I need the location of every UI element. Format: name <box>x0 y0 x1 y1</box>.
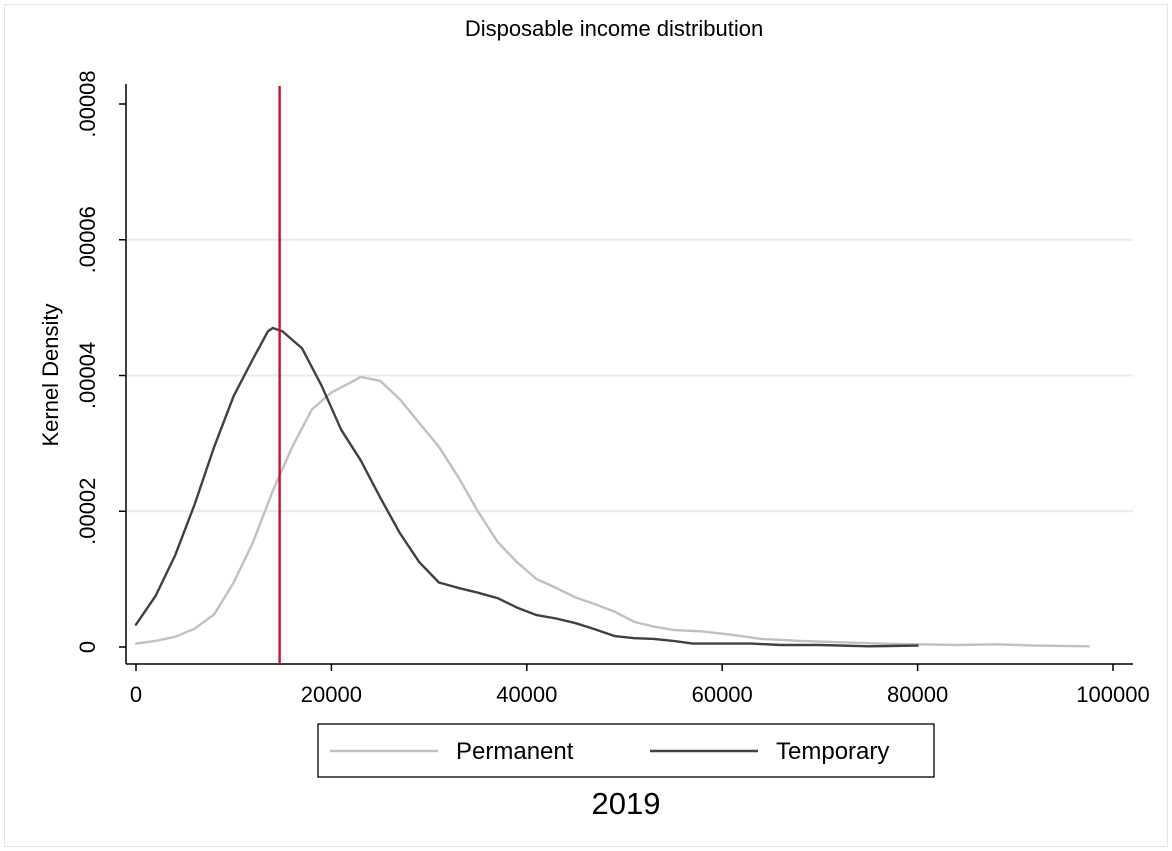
chart-title: Disposable income distribution <box>465 16 763 41</box>
x-tick-label-3: 60000 <box>692 682 753 707</box>
series-line-permanent <box>134 375 1090 648</box>
y-tick-label-2: .00004 <box>75 342 100 409</box>
series-layer <box>134 326 1090 648</box>
x-tick-label-0: 0 <box>130 682 142 707</box>
x-tick-label-4: 80000 <box>887 682 948 707</box>
legend-label-permanent: Permanent <box>456 738 574 765</box>
y-tick-label-1: .00002 <box>75 478 100 545</box>
x-tick-label-2: 40000 <box>496 682 557 707</box>
x-tick-label-1: 20000 <box>301 682 362 707</box>
y-axis-label: Kernel Density <box>38 303 63 446</box>
axes: 0 .00002 .00004 .00006 .00008 0 20000 40000 6000… <box>75 70 1150 707</box>
y-tick-label-4: .00008 <box>75 70 100 137</box>
x-tick-label-5: 100000 <box>1076 682 1149 707</box>
grid-lines <box>126 238 1133 513</box>
legend-label-temporary: Temporary <box>776 738 889 765</box>
chart-caption: 2019 <box>592 786 661 821</box>
legend: Permanent Temporary <box>317 723 935 778</box>
chart-frame <box>4 4 1168 847</box>
y-tick-label-3: .00006 <box>75 206 100 273</box>
series-line-temporary <box>134 326 919 648</box>
y-tick-label-0: 0 <box>75 641 100 653</box>
